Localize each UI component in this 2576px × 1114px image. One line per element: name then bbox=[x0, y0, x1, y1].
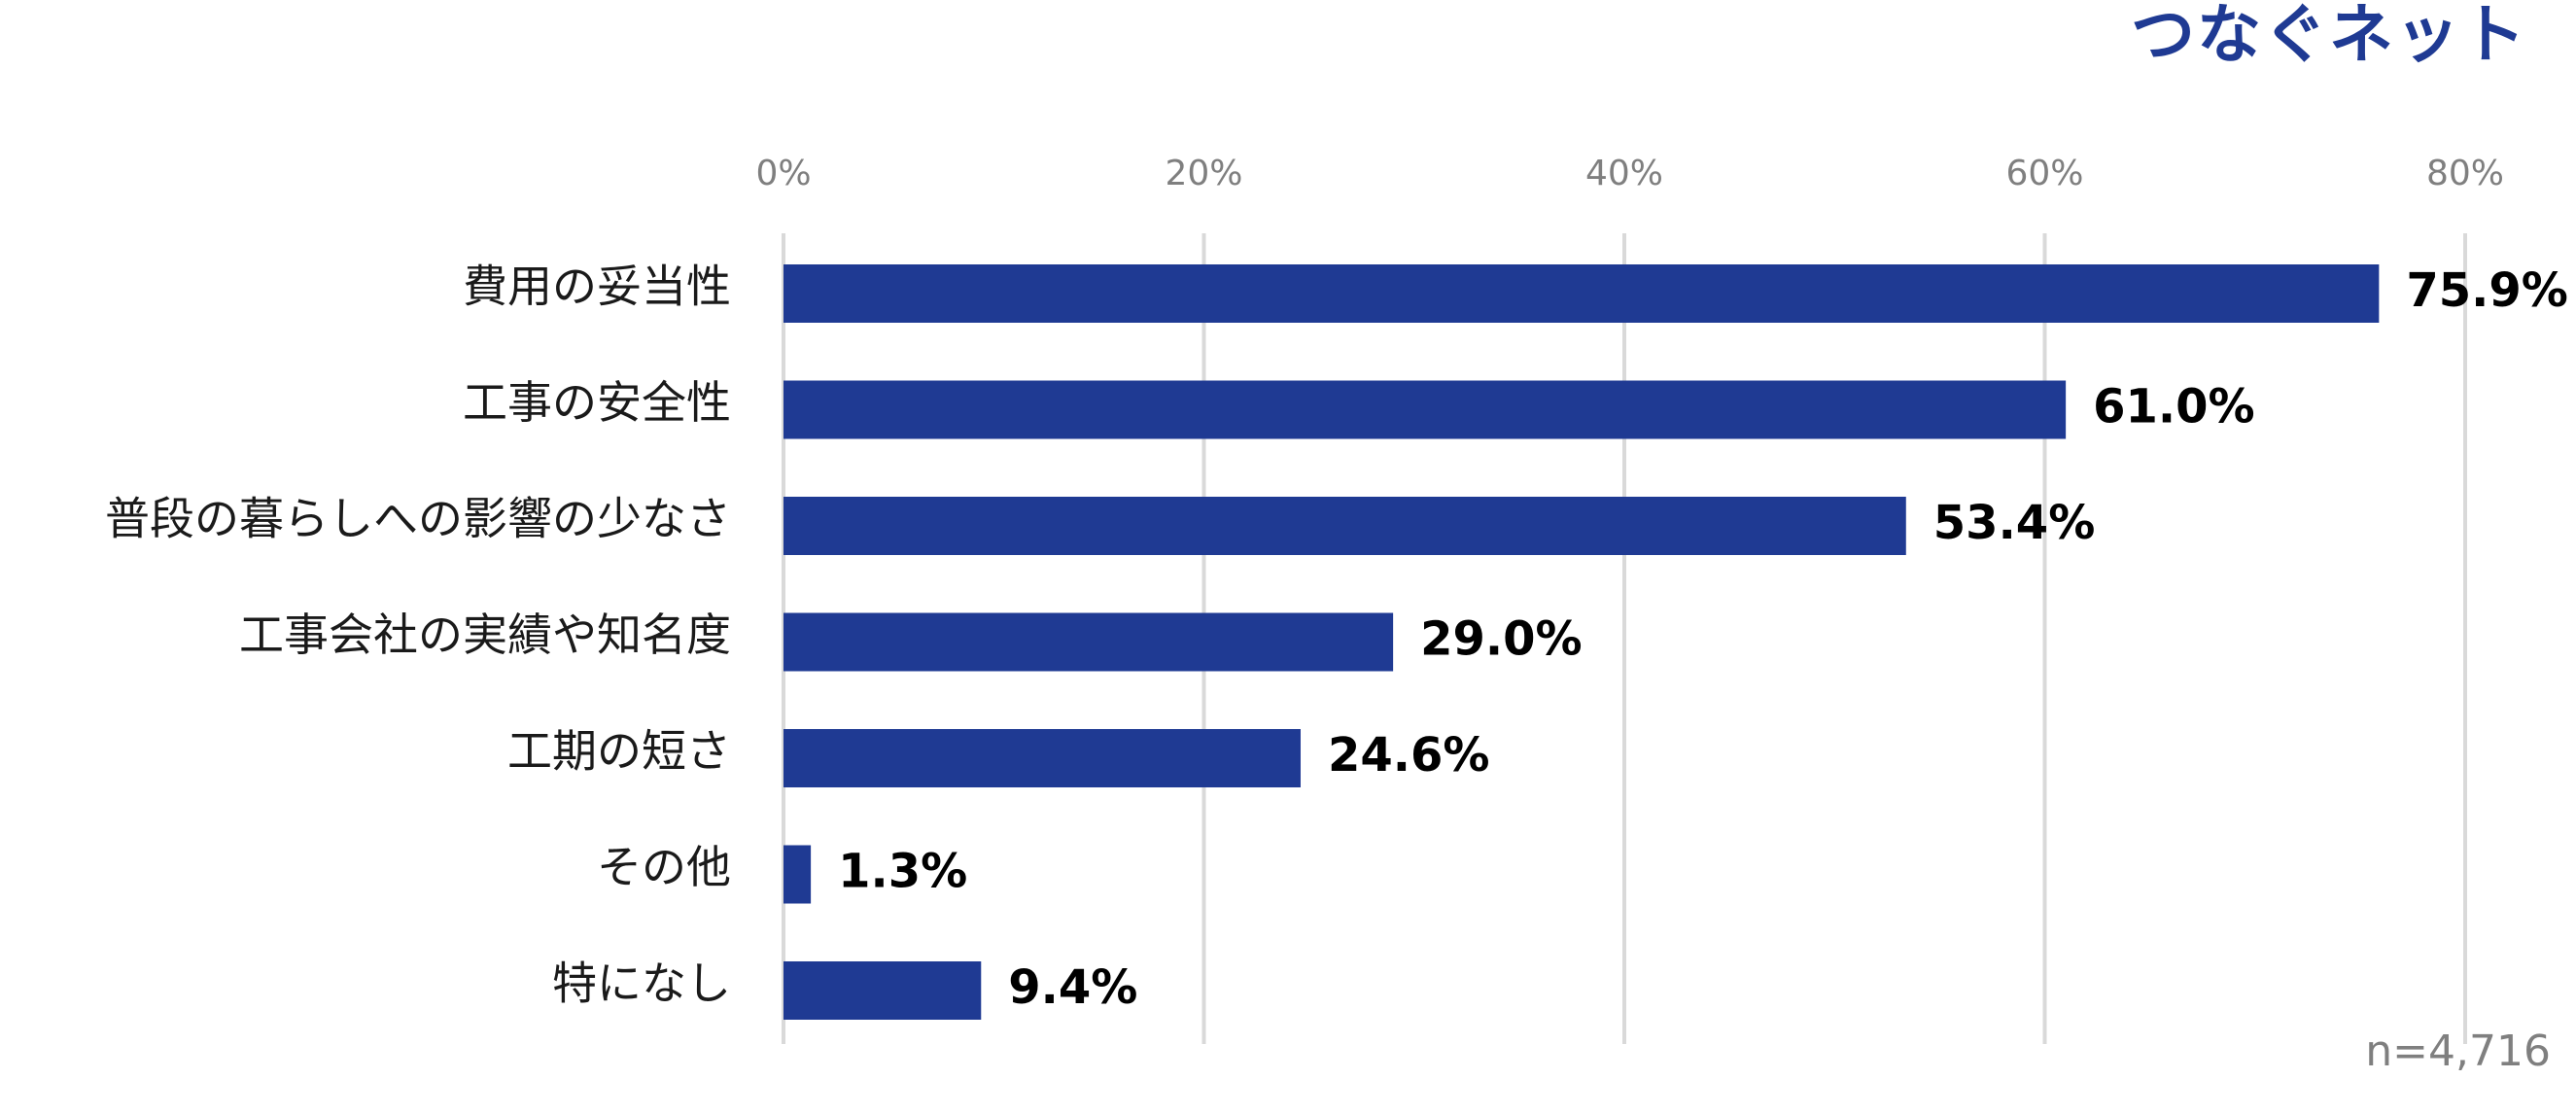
bar bbox=[783, 264, 2380, 323]
x-tick-label: 80% bbox=[2426, 154, 2504, 193]
bar bbox=[783, 497, 1906, 555]
sample-size-note: n=4,716 bbox=[2365, 1027, 2551, 1076]
category-label: 工事の安全性 bbox=[463, 376, 731, 429]
value-label: 24.6% bbox=[1328, 728, 1490, 783]
x-tick-label: 20% bbox=[1165, 154, 1242, 193]
category-label: その他 bbox=[597, 841, 731, 893]
x-tick-label: 0% bbox=[755, 154, 811, 193]
value-label: 75.9% bbox=[2406, 263, 2568, 318]
x-axis-ticks: 0% 20% 40% 60% 80% bbox=[755, 154, 2504, 193]
category-label: 普段の暮らしへの影響の少なさ bbox=[105, 493, 731, 545]
bars bbox=[783, 264, 2380, 1020]
grid-lines bbox=[782, 233, 2467, 1044]
bar bbox=[783, 845, 812, 904]
value-label: 53.4% bbox=[1933, 496, 2096, 550]
category-label: 費用の妥当性 bbox=[463, 261, 731, 313]
category-label: 工事会社の実績や知名度 bbox=[239, 609, 731, 661]
brand-logo: つなぐネット bbox=[2131, 0, 2527, 72]
value-label: 1.3% bbox=[838, 845, 967, 899]
bar bbox=[783, 612, 1394, 672]
category-labels: 費用の妥当性工事の安全性普段の暮らしへの影響の少なさ工事会社の実績や知名度工期の… bbox=[105, 261, 731, 1010]
bar bbox=[783, 380, 2067, 439]
value-label: 61.0% bbox=[2093, 380, 2255, 435]
bar bbox=[783, 961, 982, 1020]
x-tick-label: 40% bbox=[1585, 154, 1663, 193]
value-label: 29.0% bbox=[1420, 612, 1583, 667]
bar bbox=[783, 729, 1301, 787]
category-label: 工期の短さ bbox=[507, 725, 731, 778]
x-tick-label: 60% bbox=[2005, 154, 2083, 193]
value-label: 9.4% bbox=[1008, 960, 1137, 1015]
value-labels: 75.9% 61.0% 53.4% 29.0% 24.6% 1.3% 9.4% bbox=[838, 263, 2568, 1015]
category-label: 特になし bbox=[552, 957, 731, 1010]
